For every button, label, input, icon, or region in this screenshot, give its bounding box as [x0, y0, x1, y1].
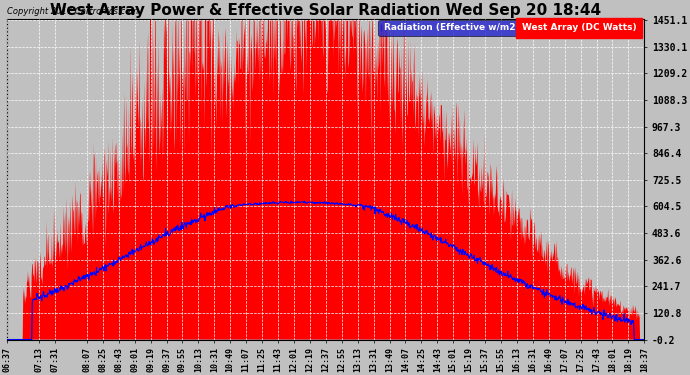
- Title: West Array Power & Effective Solar Radiation Wed Sep 20 18:44: West Array Power & Effective Solar Radia…: [50, 3, 602, 18]
- Text: Copyright 2017 Cartronics.com: Copyright 2017 Cartronics.com: [8, 7, 139, 16]
- Legend: Radiation (Effective w/m2), West Array (DC Watts): Radiation (Effective w/m2), West Array (…: [378, 20, 640, 36]
